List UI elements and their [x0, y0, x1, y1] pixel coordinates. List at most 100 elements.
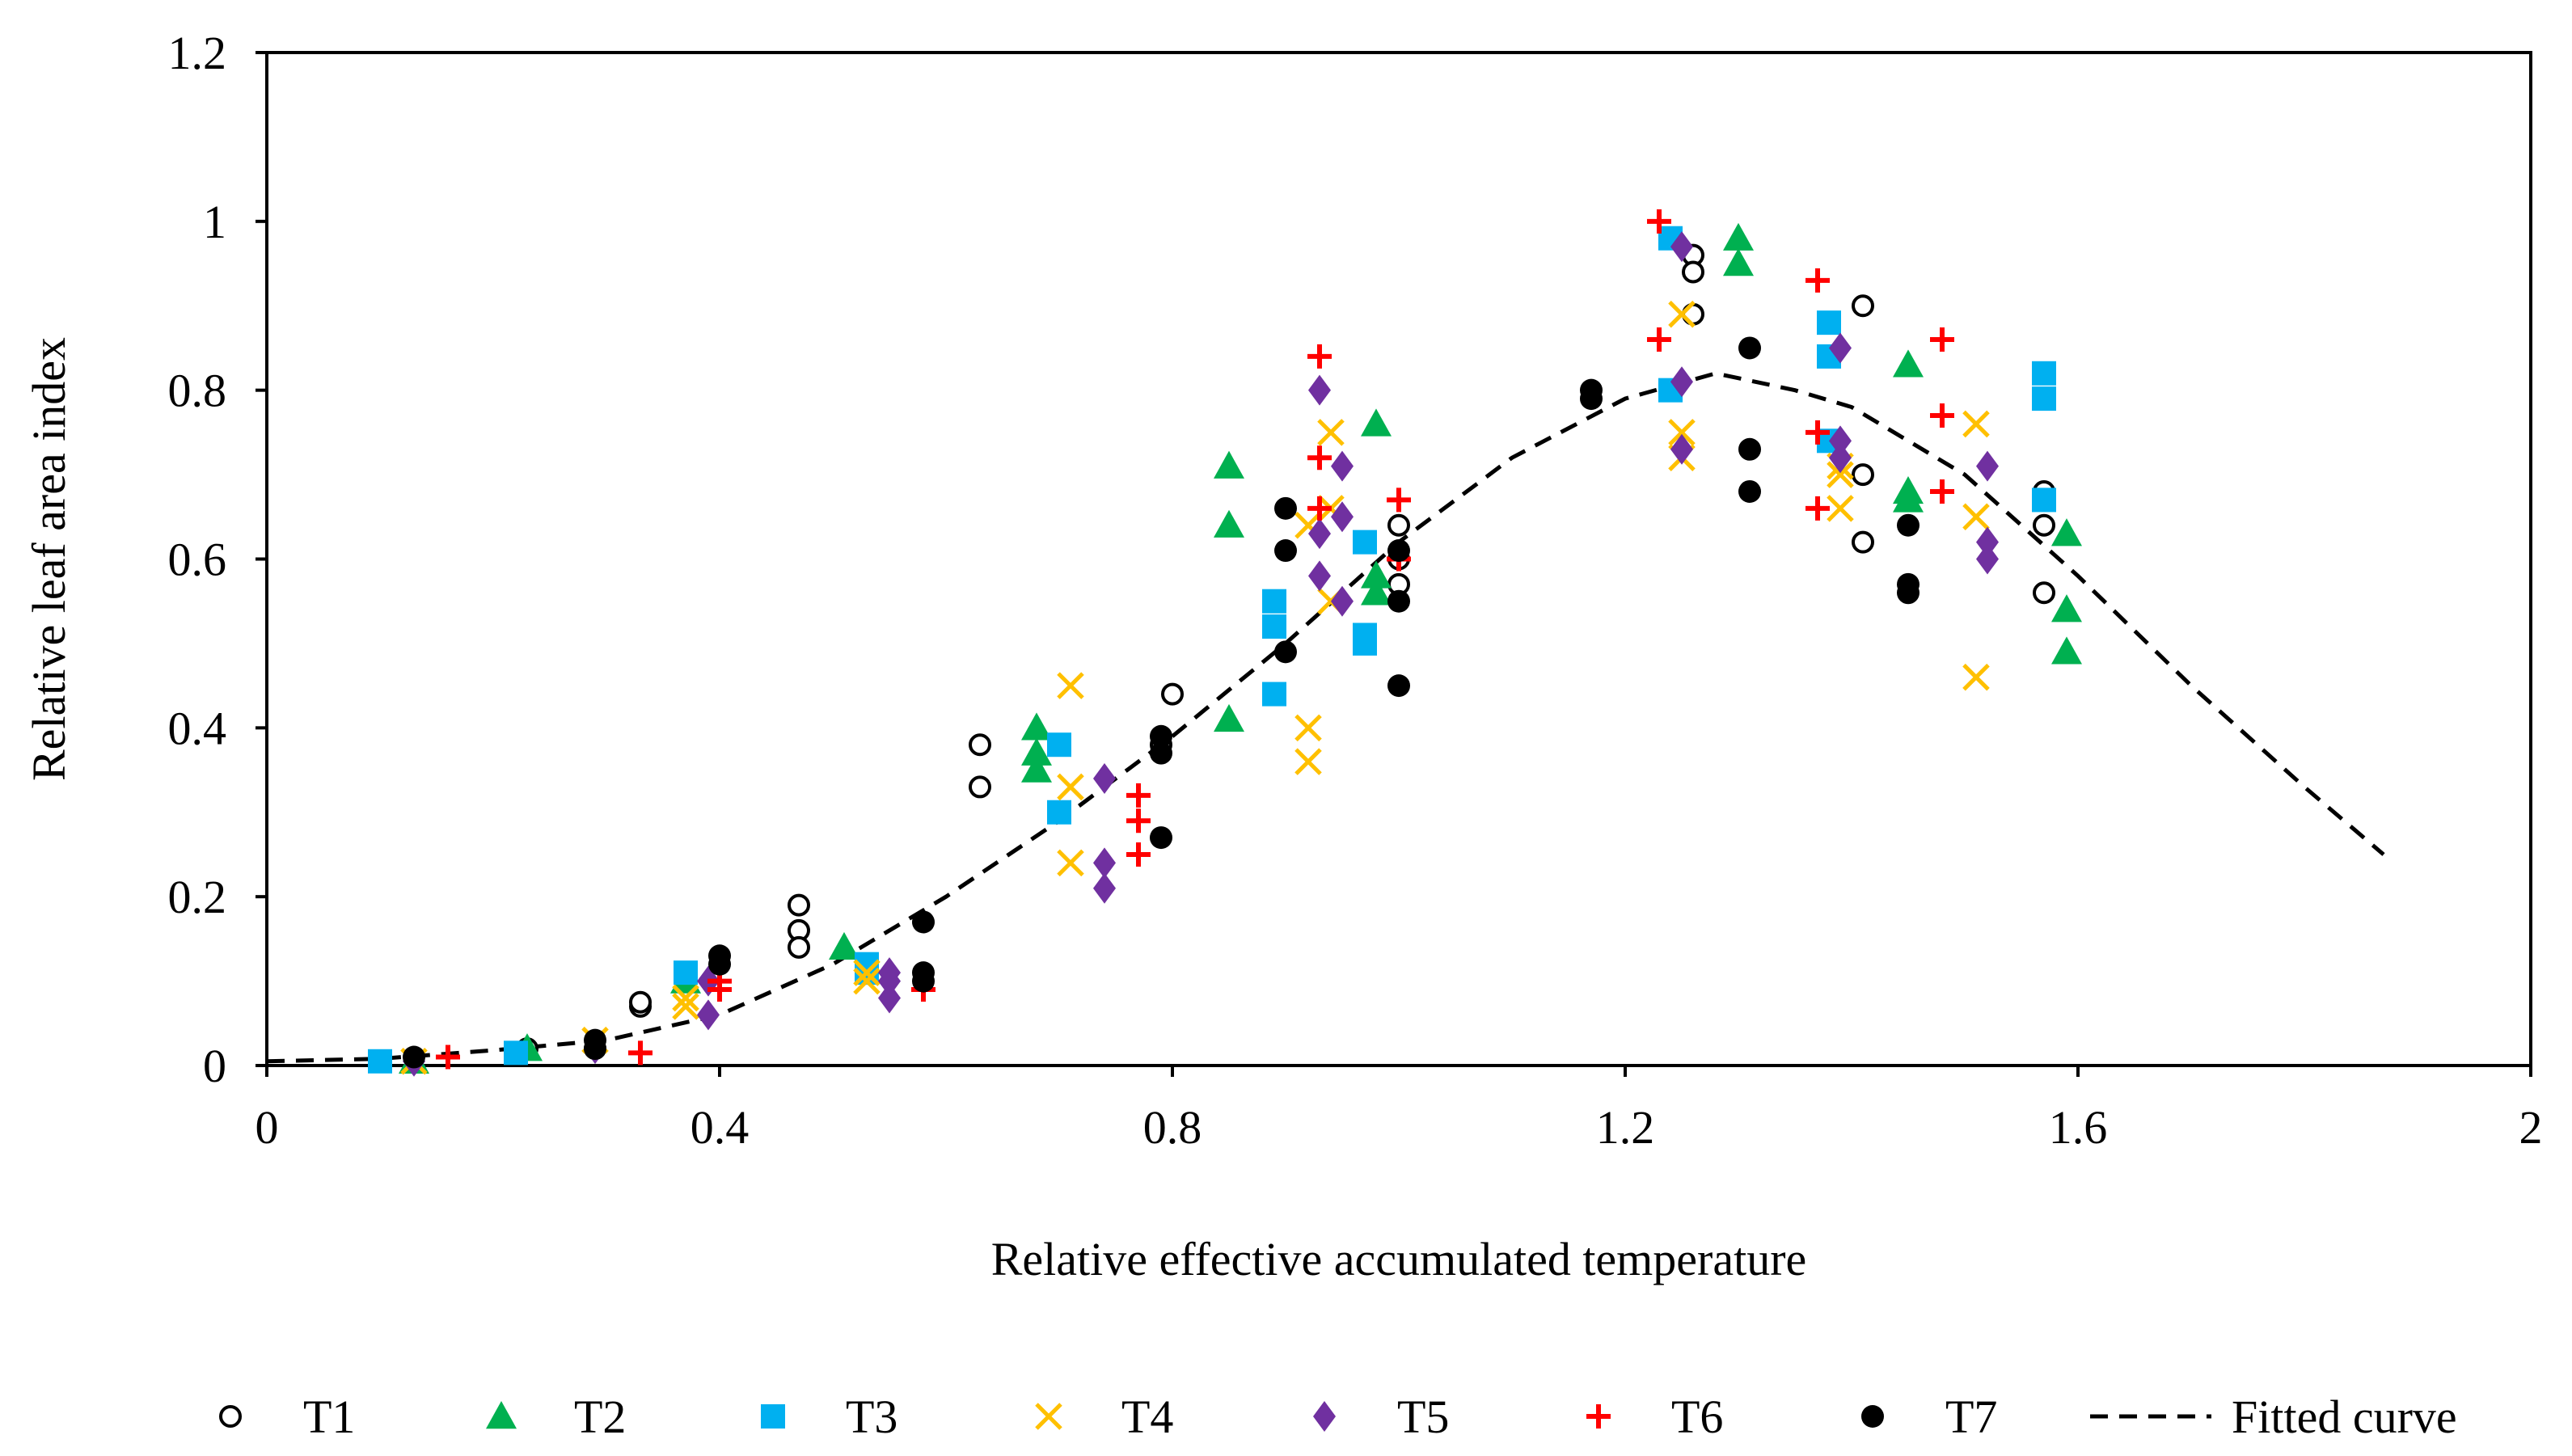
point-t7	[1274, 640, 1297, 664]
point-t5	[1331, 585, 1354, 617]
point-t7	[708, 952, 731, 976]
point-t2	[1361, 560, 1392, 589]
legend-t5-label: T5	[1397, 1391, 1449, 1443]
point-t3	[1353, 530, 1377, 555]
point-t3	[674, 960, 698, 985]
point-t7	[1274, 496, 1297, 520]
point-t2	[2051, 518, 2082, 547]
point-t1	[1852, 463, 1874, 487]
point-t1	[1161, 682, 1184, 706]
legend-fitted-curve-label: Fitted curve	[2232, 1391, 2457, 1443]
legend-t1-swatch	[219, 1405, 242, 1428]
point-t6	[1647, 209, 1671, 234]
point-t6	[1126, 842, 1151, 867]
point-t2	[829, 931, 859, 960]
point-t4	[1827, 461, 1854, 488]
point-t6	[1930, 479, 1954, 504]
point-t7	[1387, 589, 1410, 613]
point-t1	[1852, 530, 1874, 554]
point-t5	[878, 965, 901, 997]
point-t2	[1021, 712, 1052, 741]
point-t7	[403, 1045, 425, 1069]
y-tick-label: 0.6	[168, 534, 227, 586]
point-t1	[788, 893, 810, 917]
point-t6	[1307, 496, 1332, 521]
point-t3	[1817, 310, 1841, 336]
point-t5	[1093, 847, 1116, 879]
point-t4	[1827, 495, 1854, 522]
point-t4	[1294, 748, 1322, 775]
point-t3	[1262, 682, 1286, 707]
point-t7	[1738, 437, 1761, 461]
point-t3	[1262, 589, 1286, 614]
point-t6	[1387, 487, 1411, 513]
point-t4	[1962, 663, 1990, 691]
legend-t3-label: T3	[846, 1391, 897, 1443]
point-t6	[1126, 783, 1151, 808]
legend-t7-label: T7	[1945, 1391, 1997, 1443]
legend-t6-label: T6	[1671, 1391, 1723, 1443]
point-t6	[1805, 496, 1830, 521]
point-t2	[1723, 248, 1754, 276]
point-t7	[584, 1037, 606, 1061]
point-t4	[1057, 672, 1084, 699]
point-t4	[1057, 849, 1084, 877]
legend-t4-swatch	[1035, 1403, 1062, 1430]
point-t5	[1670, 231, 1693, 263]
point-t5	[1976, 450, 1999, 482]
point-t5	[1308, 518, 1331, 550]
point-t5	[697, 999, 720, 1031]
point-t1	[788, 935, 810, 959]
y-tick-label: 0	[203, 1040, 226, 1092]
x-tick-label: 1.6	[2049, 1101, 2108, 1154]
point-t5	[1829, 442, 1852, 474]
point-t2	[1214, 450, 1244, 479]
point-t5	[1308, 560, 1331, 592]
legend-t4-label: T4	[1121, 1391, 1173, 1443]
legend-t5-swatch	[1313, 1401, 1336, 1432]
point-t4	[1962, 410, 1990, 438]
point-t7	[1274, 539, 1297, 563]
point-t3	[2032, 361, 2056, 386]
legend-t6-swatch	[1586, 1404, 1611, 1429]
point-t5	[1976, 543, 1999, 575]
point-t3	[2032, 386, 2056, 411]
point-t2	[1214, 509, 1244, 538]
point-t5	[1093, 872, 1116, 904]
data-markers	[368, 209, 2082, 1077]
point-t2	[1723, 222, 1754, 251]
point-t4	[1962, 503, 1990, 531]
legend-t7-swatch	[1861, 1405, 1884, 1428]
point-t4	[1668, 419, 1696, 446]
point-t3	[1262, 614, 1286, 639]
point-t6	[628, 1040, 653, 1066]
point-t1	[969, 775, 991, 799]
point-t6	[1930, 327, 1954, 352]
x-tick-label: 0	[256, 1101, 279, 1154]
point-t6	[707, 977, 732, 1002]
point-t5	[1670, 433, 1693, 465]
x-tick-label: 2	[2519, 1101, 2543, 1154]
point-t4	[1668, 300, 1696, 328]
point-t3	[504, 1040, 528, 1066]
point-t5	[1331, 450, 1354, 482]
point-t5	[1308, 374, 1331, 406]
legend-t3-swatch	[761, 1404, 785, 1429]
point-t7	[1387, 539, 1410, 563]
y-tick-label: 0.2	[168, 871, 227, 923]
x-tick-label: 1.2	[1596, 1101, 1655, 1154]
x-tick-label: 0.8	[1143, 1101, 1202, 1154]
y-tick-label: 1	[203, 196, 226, 248]
point-t4	[853, 967, 881, 995]
y-tick-label: 1.2	[168, 27, 227, 79]
point-t6	[436, 1045, 460, 1070]
point-t7	[1150, 724, 1172, 748]
point-t1	[1387, 513, 1410, 537]
x-tick-label: 0.4	[691, 1101, 750, 1154]
legend-t2-label: T2	[574, 1391, 626, 1443]
point-t3	[1353, 631, 1377, 656]
point-t6	[1307, 445, 1332, 471]
point-t7	[1150, 741, 1172, 765]
point-t5	[1976, 526, 1999, 558]
y-tick-label: 0.8	[168, 365, 227, 417]
